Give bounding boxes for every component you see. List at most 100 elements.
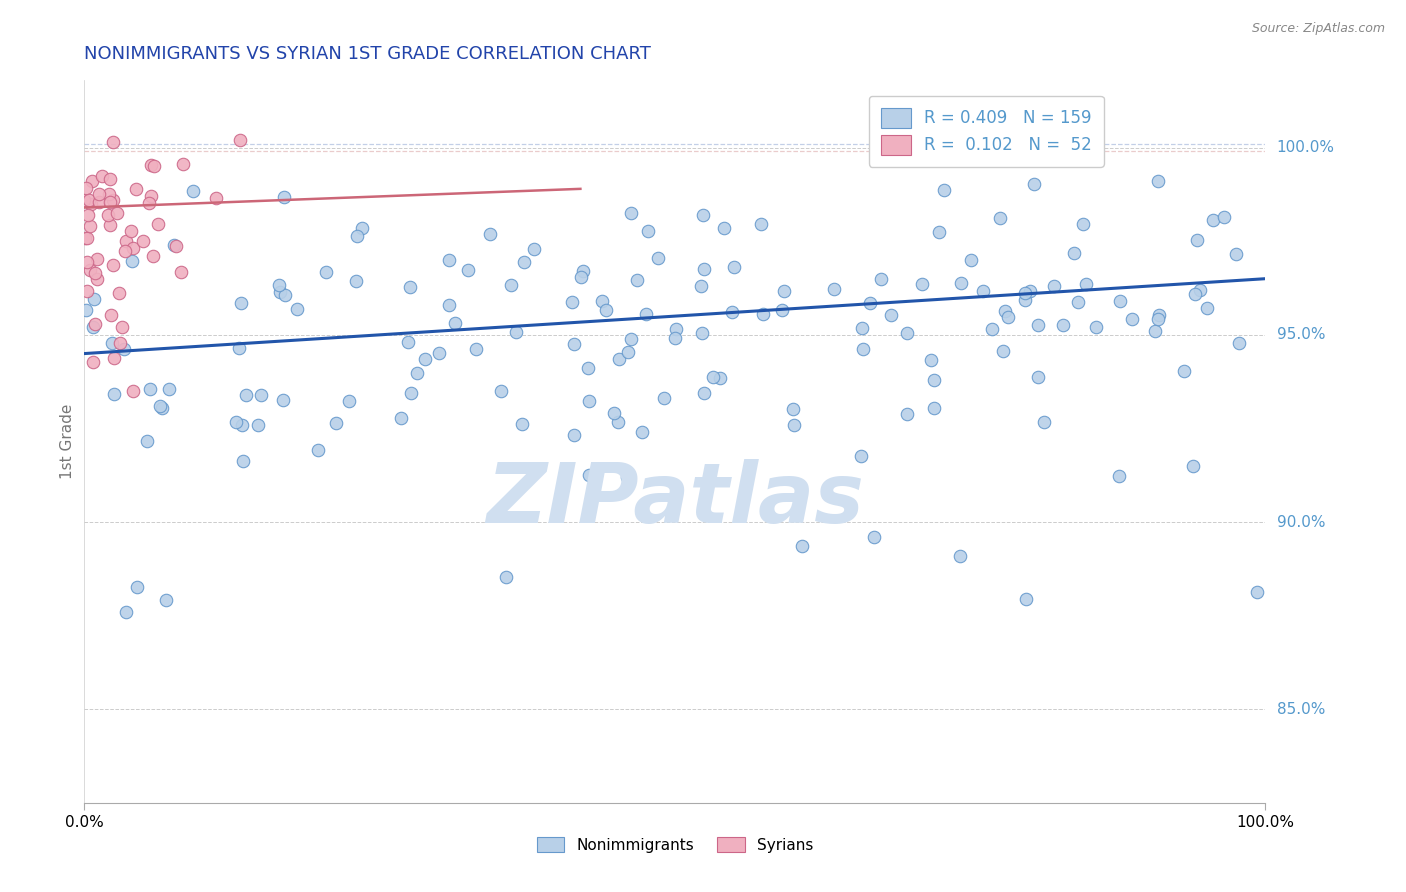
Point: [103, 387, 125, 401]
Point: [523, 242, 546, 256]
Point: [1108, 293, 1130, 308]
Point: [578, 467, 600, 482]
Point: [505, 326, 527, 340]
Point: [77, 193, 100, 207]
Point: [79, 262, 101, 277]
Point: [1184, 287, 1206, 301]
Point: [823, 282, 845, 296]
Text: 90.0%: 90.0%: [1277, 515, 1324, 530]
Point: [122, 241, 145, 255]
Point: [721, 305, 744, 319]
Point: [1052, 318, 1074, 333]
Point: [344, 274, 367, 288]
Point: [337, 394, 360, 409]
Point: [103, 351, 125, 365]
Point: [87, 187, 110, 202]
Point: [125, 182, 148, 196]
Point: [616, 470, 638, 484]
Point: [287, 301, 309, 316]
Point: [75, 181, 97, 195]
Point: [1225, 247, 1247, 261]
Point: [82, 319, 104, 334]
Point: [307, 443, 329, 458]
Point: [120, 224, 142, 238]
Point: [513, 254, 536, 268]
Point: [1085, 320, 1108, 334]
Point: [136, 434, 159, 449]
Point: [437, 298, 460, 312]
Point: [352, 220, 374, 235]
Point: [896, 326, 918, 340]
Point: [997, 310, 1019, 324]
Point: [576, 360, 599, 375]
Point: [792, 539, 814, 553]
Point: [389, 411, 412, 425]
Point: [91, 169, 114, 183]
Point: [852, 342, 875, 356]
Point: [922, 401, 945, 415]
Point: [1028, 370, 1050, 384]
Point: [934, 183, 956, 197]
Point: [782, 402, 804, 417]
Point: [232, 454, 254, 468]
Point: [773, 284, 796, 298]
Point: [82, 355, 104, 369]
Point: [510, 417, 533, 432]
Point: [1043, 278, 1066, 293]
Point: [121, 384, 143, 398]
Point: [163, 237, 186, 252]
Point: [105, 206, 128, 220]
Point: [664, 331, 686, 345]
Point: [76, 207, 98, 221]
Point: [155, 592, 177, 607]
Point: [652, 391, 675, 405]
Point: [636, 307, 658, 321]
Point: [602, 405, 624, 419]
Point: [749, 217, 772, 231]
Point: [76, 254, 98, 268]
Point: [231, 418, 253, 433]
Point: [569, 270, 592, 285]
Point: [142, 248, 165, 262]
Point: [114, 244, 136, 259]
Text: 95.0%: 95.0%: [1277, 327, 1324, 343]
Point: [98, 172, 121, 186]
Point: [988, 211, 1011, 225]
Point: [1173, 364, 1195, 378]
Point: [146, 217, 169, 231]
Point: [229, 133, 252, 147]
Point: [637, 224, 659, 238]
Point: [607, 415, 630, 429]
Point: [849, 449, 872, 463]
Point: [690, 326, 713, 341]
Point: [981, 322, 1004, 336]
Point: [139, 382, 162, 396]
Point: [1147, 308, 1170, 322]
Point: [501, 278, 523, 293]
Point: [607, 352, 630, 367]
Point: [79, 219, 101, 233]
Point: [561, 294, 583, 309]
Point: [1014, 285, 1036, 300]
Point: [100, 308, 122, 322]
Point: [112, 342, 135, 356]
Point: [271, 393, 294, 408]
Text: 85.0%: 85.0%: [1277, 702, 1324, 716]
Point: [86, 272, 108, 286]
Point: [82, 174, 104, 188]
Point: [495, 570, 517, 584]
Point: [620, 206, 643, 220]
Point: [413, 351, 436, 366]
Point: [86, 252, 108, 266]
Point: [76, 231, 98, 245]
Point: [1014, 591, 1036, 606]
Point: [143, 159, 166, 173]
Point: [1202, 212, 1225, 227]
Point: [269, 285, 291, 299]
Point: [1108, 469, 1130, 483]
Point: [1143, 324, 1166, 338]
Point: [1067, 295, 1090, 310]
Point: [132, 234, 155, 248]
Point: [205, 190, 228, 204]
Point: [920, 353, 942, 368]
